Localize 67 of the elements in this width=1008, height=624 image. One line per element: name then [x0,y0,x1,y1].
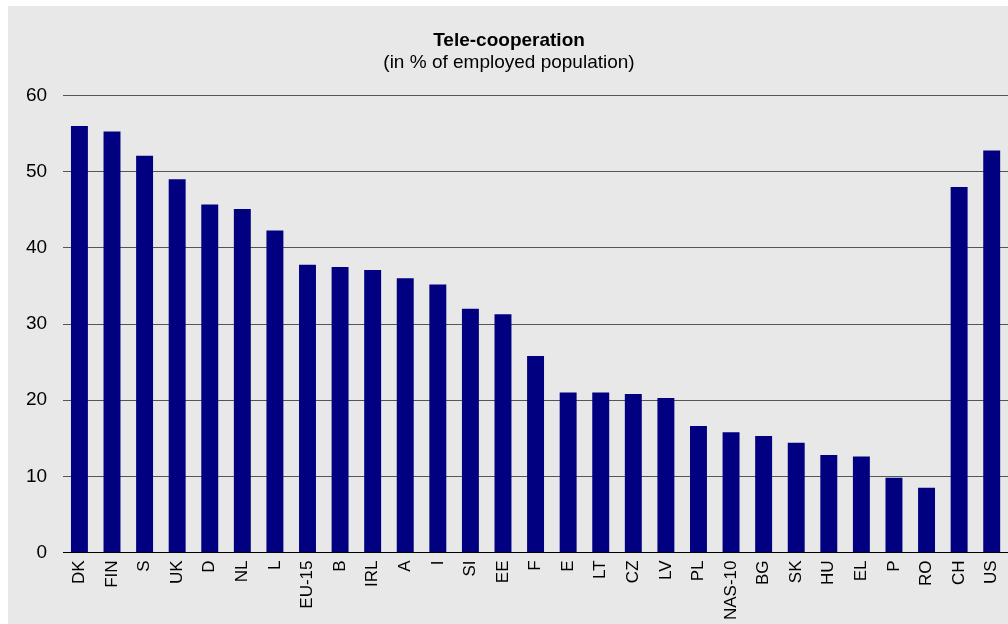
bar [983,150,1001,552]
chart-subtitle: (in % of employed population) [383,51,635,73]
x-tick-label: RO [916,560,936,586]
x-tick-label: P [883,560,903,572]
x-tick-label: BG [753,560,773,586]
x-tick-label: LT [590,560,610,580]
x-tick-label: PL [688,560,708,582]
bar [168,179,186,552]
x-tick-label: EL [851,560,871,582]
x-tick-label: B [329,560,349,572]
bar [722,432,740,552]
x-tick-label: L [264,560,284,570]
bar [918,487,936,552]
bar [852,456,870,552]
bar [364,269,382,552]
bar [266,230,284,552]
x-tick-label: I [427,560,447,566]
x-tick-label: DK [69,559,89,585]
x-tick-label: FIN [101,560,121,588]
x-tick-label: S [134,560,154,572]
bar [136,155,154,552]
bar [820,455,838,552]
x-tick-label: F [525,560,545,571]
bar [559,392,577,552]
x-tick-label: SK [785,559,805,584]
bar [494,314,512,552]
bar [527,356,545,552]
bar [396,278,414,552]
y-tick-label: 20 [25,388,48,410]
bar [299,264,316,552]
y-tick-label: 50 [25,159,48,181]
x-tick-label: HU [818,560,838,586]
x-tick-label: EE [492,560,512,584]
x-tick-label: IRL [362,560,382,587]
bar [690,426,707,552]
x-tick-label: D [199,560,219,573]
x-tick-label: CH [948,560,968,586]
bar [950,186,968,552]
y-tick-label: 10 [25,464,48,486]
bar [755,435,773,552]
bar [233,209,251,552]
bar [461,308,479,552]
bar [624,394,642,552]
bar [70,126,88,552]
bar [103,131,121,552]
y-tick-label: 30 [25,312,48,334]
y-tick-label: 40 [25,236,48,258]
bar [201,204,219,552]
bar [592,392,610,552]
bar [331,266,349,552]
x-tick-label: US [981,560,1001,585]
x-tick-label: E [557,560,577,572]
bar [657,397,675,552]
x-tick-label: NL [232,560,252,583]
x-tick-label: A [394,559,414,572]
bar [787,442,805,552]
x-tick-label: LV [655,559,675,581]
y-tick-label: 60 [25,83,48,105]
chart-title: Tele-cooperation [433,28,585,50]
y-tick-label: 0 [36,540,48,562]
x-tick-label: UK [166,559,186,585]
bar [885,477,903,552]
x-tick-label: CZ [623,560,642,584]
x-tick-label: EU-15 [297,560,317,609]
x-tick-label: NAS-10 [720,560,740,621]
bar [429,284,447,552]
x-tick-label: SI [460,560,480,577]
